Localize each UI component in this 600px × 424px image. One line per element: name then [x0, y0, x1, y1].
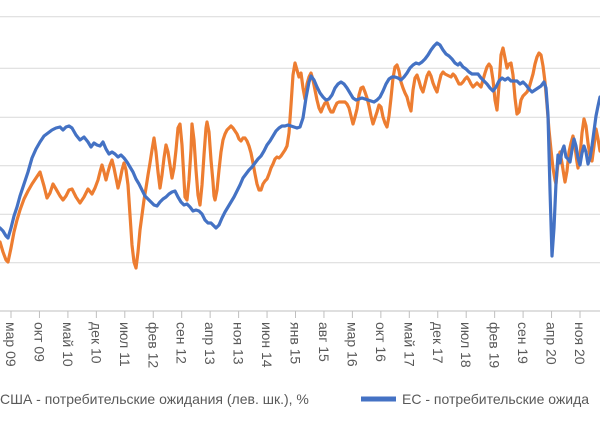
- x-tick-label: ноя 13: [231, 322, 247, 365]
- legend-label-usa: США - потребительские ожидания (лев. шк.…: [0, 391, 309, 407]
- x-tick-label: фев 12: [145, 322, 161, 368]
- x-tick-label: мар 16: [344, 322, 360, 367]
- x-tick-label: май 17: [401, 322, 417, 367]
- x-tick-label: окт 09: [31, 322, 47, 362]
- gridlines: [0, 16, 600, 264]
- x-tick-label: сен 12: [174, 322, 190, 364]
- x-tick-label: апр 13: [202, 322, 218, 365]
- x-axis: [0, 310, 600, 318]
- x-tick-label: июл 18: [458, 322, 474, 368]
- x-tick-label: сен 19: [515, 322, 531, 364]
- x-tick-label: июл 11: [117, 322, 133, 367]
- legend-label-eu: ЕС - потребительские ожида: [402, 391, 589, 407]
- x-tick-label: авг 15: [316, 322, 332, 362]
- plot-series: [0, 41, 600, 270]
- x-tick-label: окт 16: [373, 322, 389, 362]
- x-tick-label: ноя 20: [572, 322, 588, 365]
- x-axis-tick-labels: мар 09 окт 09 май 10 дек 10 июл 11 фев 12 сен …: [3, 322, 588, 368]
- x-tick-label: май 10: [60, 322, 76, 367]
- x-tick-label: июн 14: [259, 322, 275, 368]
- chart-legend: США - потребительские ожидания (лев. шк.…: [0, 391, 589, 407]
- x-tick-label: дек 17: [430, 322, 446, 364]
- x-tick-label: апр 20: [544, 322, 560, 365]
- x-tick-label: мар 09: [3, 322, 19, 367]
- x-tick-label: фев 19: [487, 322, 503, 368]
- series-line-eu: [0, 41, 600, 258]
- x-tick-label: янв 15: [288, 322, 304, 364]
- x-tick-label: дек 10: [88, 322, 104, 364]
- series-line-usa: [0, 46, 600, 270]
